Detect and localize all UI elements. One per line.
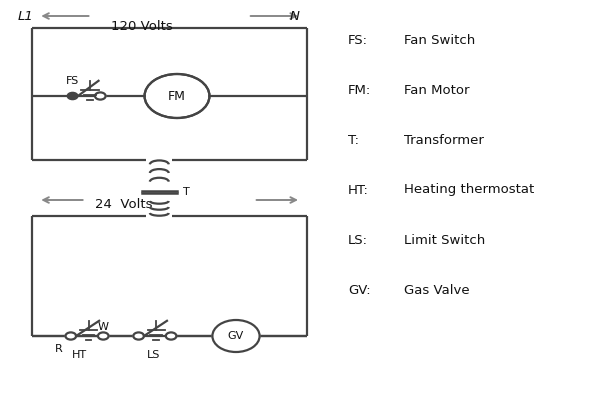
Text: LS:: LS: (348, 234, 368, 246)
Text: L1: L1 (18, 10, 34, 23)
Text: Fan Switch: Fan Switch (404, 34, 476, 46)
Circle shape (98, 332, 109, 340)
Text: 120 Volts: 120 Volts (111, 20, 172, 32)
Text: GV:: GV: (348, 284, 371, 296)
Text: Transformer: Transformer (404, 134, 484, 146)
Circle shape (65, 332, 76, 340)
Circle shape (212, 320, 260, 352)
Text: FS:: FS: (348, 34, 368, 46)
Text: FS: FS (66, 76, 79, 86)
Circle shape (146, 75, 208, 117)
Text: GV: GV (228, 331, 244, 341)
Circle shape (133, 332, 144, 340)
Text: Fan Motor: Fan Motor (404, 84, 470, 96)
Text: W: W (98, 322, 109, 332)
Text: T: T (183, 187, 189, 197)
Text: T:: T: (348, 134, 359, 146)
Text: HT:: HT: (348, 184, 369, 196)
Text: R: R (55, 344, 63, 354)
Text: FM:: FM: (348, 84, 371, 96)
Text: 24  Volts: 24 Volts (95, 198, 153, 210)
Text: FM: FM (168, 90, 186, 102)
Circle shape (95, 92, 106, 100)
Text: Heating thermostat: Heating thermostat (404, 184, 535, 196)
Text: Gas Valve: Gas Valve (404, 284, 470, 296)
Text: LS: LS (147, 350, 160, 360)
Circle shape (166, 332, 176, 340)
Text: N: N (290, 10, 300, 23)
Text: HT: HT (72, 350, 87, 360)
Circle shape (67, 92, 78, 100)
Text: Limit Switch: Limit Switch (404, 234, 486, 246)
